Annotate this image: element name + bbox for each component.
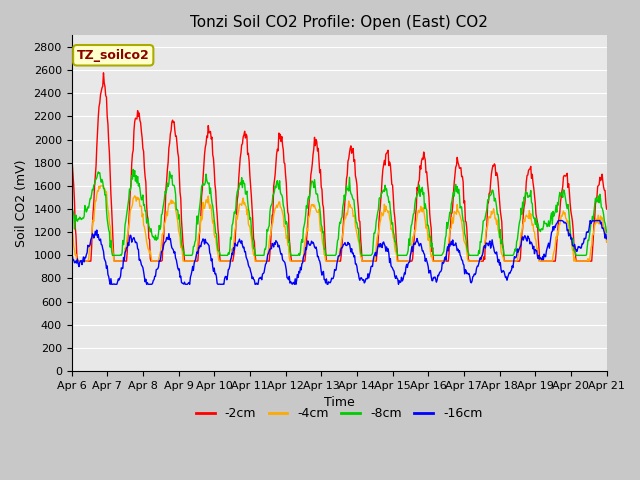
Text: TZ_soilco2: TZ_soilco2 bbox=[77, 49, 150, 62]
Legend: -2cm, -4cm, -8cm, -16cm: -2cm, -4cm, -8cm, -16cm bbox=[191, 402, 487, 425]
X-axis label: Time: Time bbox=[324, 396, 355, 409]
Y-axis label: Soil CO2 (mV): Soil CO2 (mV) bbox=[15, 159, 28, 247]
Title: Tonzi Soil CO2 Profile: Open (East) CO2: Tonzi Soil CO2 Profile: Open (East) CO2 bbox=[190, 15, 488, 30]
